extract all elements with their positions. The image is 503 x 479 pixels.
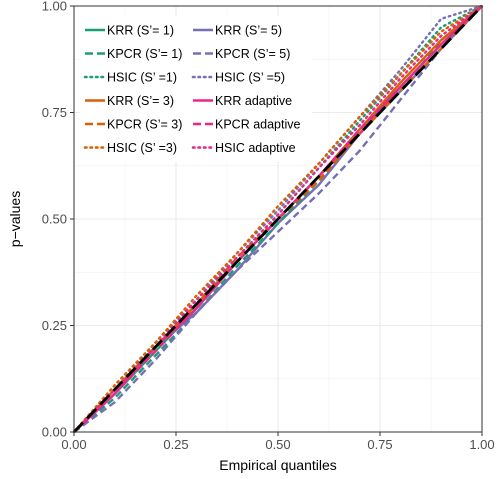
legend-label-2: KRR (S’= 5) [215,24,282,38]
x-tick-label: 0.75 [367,437,392,452]
series-line-11 [72,4,484,434]
y-axis-title: p−values [7,191,23,247]
x-axis-title: Empirical quantiles [219,457,337,473]
reference-line [72,5,484,433]
y-tick-label: 0.50 [42,212,67,227]
y-axis-ticks: 0.00 0.25 0.50 0.75 1.00 [42,0,74,440]
series-line-4 [73,5,483,433]
reference-diagonal [72,5,484,433]
legend-label-3: KPCR (S’= 1) [107,47,182,61]
x-tick-label: 0.25 [163,437,188,452]
legend-label-7: KRR (S’= 3) [107,94,174,108]
legend-label-4: KPCR (S’= 5) [215,47,290,61]
y-tick-label: 1.00 [42,0,67,14]
x-tick-label: 0.50 [265,437,290,452]
legend-label-10: KPCR adaptive [215,118,301,132]
legend-label-1: KRR (S’= 1) [107,24,174,38]
legend-label-6: HSIC (S’ =5) [215,71,285,85]
x-tick-label: 0.00 [61,437,86,452]
legend-label-12: HSIC adaptive [215,141,296,155]
legend-label-8: KRR adaptive [215,94,292,108]
legend: KRR (S’= 1) KRR (S’= 5) KPCR (S’= 1) KPCR (… [80,16,312,162]
legend-background [80,16,312,162]
x-axis-ticks: 0.00 0.25 0.50 0.75 1.00 [61,432,495,452]
legend-label-9: KPCR (S’= 3) [107,118,182,132]
y-tick-label: 0.00 [42,425,67,440]
legend-label-5: HSIC (S’ =1) [107,71,177,85]
y-tick-label: 0.75 [42,105,67,120]
x-tick-label: 1.00 [469,437,494,452]
y-tick-label: 0.25 [42,318,67,333]
series-line-3 [73,5,483,433]
legend-label-11: HSIC (S’ =3) [107,141,177,155]
